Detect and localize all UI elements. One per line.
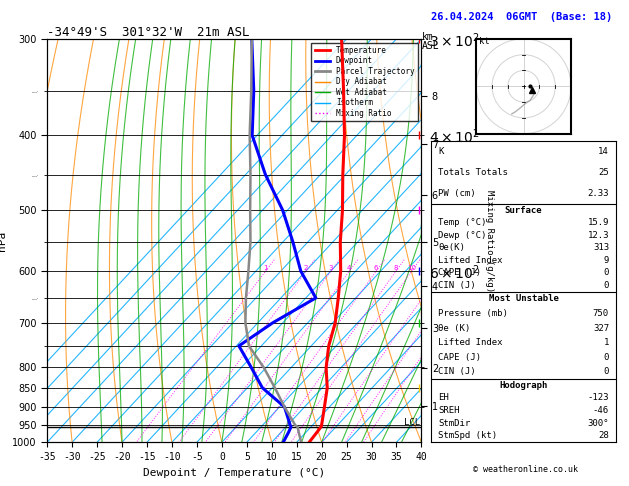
Y-axis label: Mixing Ratio (g/kg): Mixing Ratio (g/kg): [485, 190, 494, 292]
Text: CIN (J): CIN (J): [438, 367, 476, 376]
Text: Pressure (mb): Pressure (mb): [438, 309, 508, 318]
Text: Lifted Index: Lifted Index: [438, 256, 503, 265]
Text: 750: 750: [593, 309, 609, 318]
Text: StmDir: StmDir: [438, 419, 470, 428]
Text: -123: -123: [587, 394, 609, 402]
Text: 1: 1: [264, 265, 268, 271]
X-axis label: Dewpoint / Temperature (°C): Dewpoint / Temperature (°C): [143, 468, 325, 478]
Text: 4: 4: [347, 265, 352, 271]
Text: 313: 313: [593, 243, 609, 252]
Text: Surface: Surface: [505, 206, 542, 215]
Text: -34°49'S  301°32'W  21m ASL: -34°49'S 301°32'W 21m ASL: [47, 26, 250, 39]
Text: 300°: 300°: [587, 419, 609, 428]
Text: K: K: [438, 147, 443, 156]
Text: θe(K): θe(K): [438, 243, 465, 252]
Text: -46: -46: [593, 406, 609, 415]
Text: Most Unstable: Most Unstable: [489, 295, 559, 303]
Text: © weatheronline.co.uk: © weatheronline.co.uk: [473, 465, 577, 474]
Text: kt: kt: [479, 37, 490, 46]
Text: ASL: ASL: [422, 41, 440, 52]
Text: km: km: [422, 32, 434, 42]
Text: 3: 3: [329, 265, 333, 271]
Text: 6: 6: [374, 265, 379, 271]
Text: Lifted Index: Lifted Index: [438, 338, 503, 347]
Text: 15.9: 15.9: [587, 218, 609, 227]
Text: CAPE (J): CAPE (J): [438, 268, 481, 278]
Text: SREH: SREH: [438, 406, 460, 415]
Text: 0: 0: [604, 353, 609, 362]
Text: CIN (J): CIN (J): [438, 281, 476, 290]
Text: θe (K): θe (K): [438, 324, 470, 332]
Text: 12.3: 12.3: [587, 231, 609, 240]
Text: 25: 25: [598, 168, 609, 177]
Text: Hodograph: Hodograph: [499, 381, 548, 390]
Text: 28: 28: [598, 432, 609, 440]
Y-axis label: hPa: hPa: [0, 230, 7, 251]
Text: PW (cm): PW (cm): [438, 189, 476, 198]
Text: Totals Totals: Totals Totals: [438, 168, 508, 177]
Text: LCL: LCL: [404, 418, 420, 427]
Legend: Temperature, Dewpoint, Parcel Trajectory, Dry Adiabat, Wet Adiabat, Isotherm, Mi: Temperature, Dewpoint, Parcel Trajectory…: [311, 43, 418, 121]
Text: 2: 2: [304, 265, 308, 271]
Text: 8: 8: [394, 265, 398, 271]
Text: StmSpd (kt): StmSpd (kt): [438, 432, 498, 440]
Text: Dewp (°C): Dewp (°C): [438, 231, 487, 240]
Text: 0: 0: [604, 281, 609, 290]
Text: 14: 14: [598, 147, 609, 156]
Text: 1: 1: [604, 338, 609, 347]
Text: 9: 9: [604, 256, 609, 265]
Text: EH: EH: [438, 394, 449, 402]
Text: 0: 0: [604, 367, 609, 376]
Text: 327: 327: [593, 324, 609, 332]
Text: Temp (°C): Temp (°C): [438, 218, 487, 227]
Text: 0: 0: [604, 268, 609, 278]
Text: 26.04.2024  06GMT  (Base: 18): 26.04.2024 06GMT (Base: 18): [431, 12, 612, 22]
Text: CAPE (J): CAPE (J): [438, 353, 481, 362]
Text: 10: 10: [407, 265, 416, 271]
Text: 2.33: 2.33: [587, 189, 609, 198]
